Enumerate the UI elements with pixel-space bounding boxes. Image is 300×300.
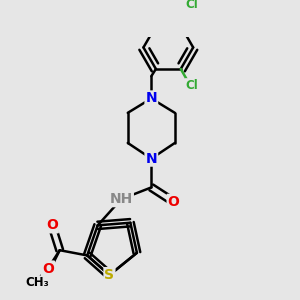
Text: O: O: [168, 195, 179, 209]
Text: O: O: [42, 262, 54, 275]
Text: N: N: [146, 92, 157, 106]
Text: CH₃: CH₃: [26, 276, 50, 290]
Text: NH: NH: [110, 192, 133, 206]
Text: O: O: [46, 218, 58, 233]
Text: S: S: [104, 268, 114, 282]
Text: N: N: [146, 152, 157, 166]
Text: Cl: Cl: [185, 79, 198, 92]
Text: Cl: Cl: [185, 0, 198, 11]
